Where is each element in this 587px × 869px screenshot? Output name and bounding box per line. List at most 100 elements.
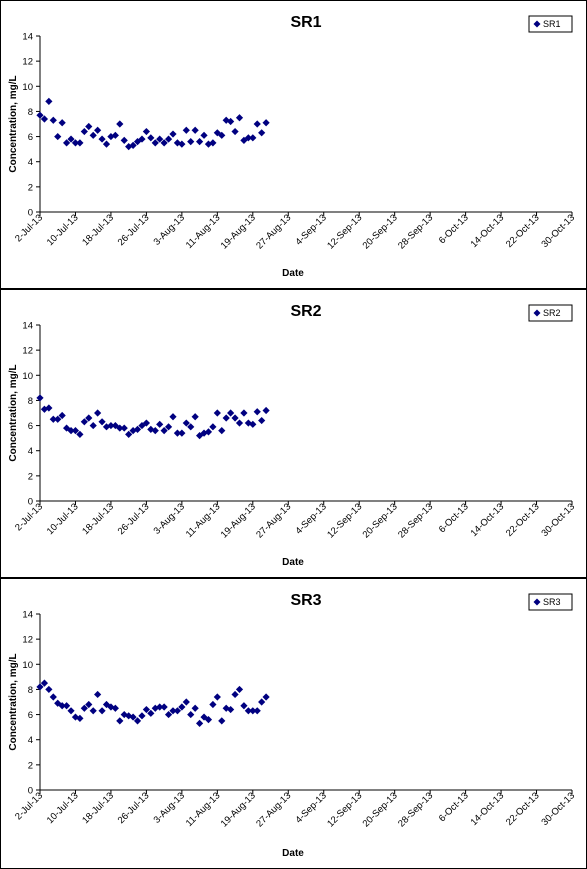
data-point (94, 409, 102, 417)
data-point (156, 135, 164, 143)
data-point (222, 414, 230, 422)
data-point (54, 699, 62, 707)
data-point (253, 408, 261, 416)
legend: SR3 (528, 593, 573, 611)
y-tick-label: 10 (22, 82, 33, 93)
y-tick-label: 2 (28, 471, 33, 482)
data-point (80, 704, 88, 712)
data-point (160, 139, 168, 147)
x-axis-title: Date (282, 268, 304, 279)
data-point (258, 698, 266, 706)
data-point (222, 704, 230, 712)
data-point (262, 693, 270, 701)
y-tick-label: 10 (22, 371, 33, 382)
data-point (191, 704, 199, 712)
data-point (227, 117, 235, 126)
data-point (85, 700, 93, 709)
y-tick-label: 12 (22, 346, 33, 357)
legend: SR2 (528, 304, 573, 322)
data-point (142, 127, 150, 136)
data-point (85, 122, 93, 131)
y-tick-label: 6 (28, 132, 33, 143)
y-tick-label: 14 (22, 321, 33, 332)
data-point (49, 693, 57, 701)
data-point (235, 114, 244, 122)
data-point (160, 703, 168, 711)
data-point (45, 404, 53, 412)
y-tick-label: 14 (22, 610, 33, 621)
data-point (227, 409, 235, 417)
chart-title: SR2 (290, 303, 321, 320)
data-point (80, 127, 88, 136)
y-tick-label: 12 (22, 635, 33, 646)
data-point (262, 119, 270, 127)
y-tick-label: 0 (28, 208, 33, 219)
y-tick-label: 4 (28, 735, 33, 746)
data-point (178, 703, 186, 711)
data-point (244, 707, 252, 715)
data-point (231, 690, 239, 699)
chart-panel-sr1: SR1 0 2 4 6 8 10 12 14 2-Jul-13 10-Jul-13 18-Jul-13… (0, 0, 587, 289)
data-point (227, 705, 235, 714)
data-point (71, 139, 80, 147)
data-point (54, 415, 62, 423)
data-point (49, 116, 57, 124)
data-point (169, 130, 177, 138)
data-point (200, 131, 208, 139)
data-point (111, 131, 119, 139)
data-point (235, 419, 244, 427)
chart-title: SR3 (290, 592, 321, 609)
x-axis-title: Date (282, 848, 304, 859)
data-point (142, 419, 150, 427)
data-point (36, 111, 44, 119)
data-point (142, 705, 150, 714)
data-point (262, 406, 270, 415)
data-point (240, 409, 248, 417)
y-tick-label: 10 (22, 660, 33, 671)
data-point (85, 414, 93, 422)
data-point (196, 138, 204, 146)
y-tick-label: 6 (28, 421, 33, 432)
data-point (45, 97, 53, 105)
data-point (94, 126, 102, 134)
data-point (178, 140, 186, 148)
y-tick-label: 2 (28, 182, 33, 193)
data-point (173, 707, 182, 715)
legend-box (528, 304, 573, 322)
y-tick-label: 8 (28, 685, 33, 696)
data-point (213, 693, 221, 701)
data-point (182, 126, 190, 134)
data-point (258, 129, 266, 137)
data-point (191, 413, 199, 421)
y-tick-label: 12 (22, 57, 33, 68)
data-point (89, 707, 97, 715)
y-tick-label: 0 (28, 786, 33, 797)
data-point (80, 418, 88, 426)
legend-label: SR2 (543, 308, 561, 318)
y-tick-label: 0 (28, 497, 33, 508)
legend-label: SR1 (543, 19, 561, 29)
y-tick-label: 8 (28, 107, 33, 118)
data-point (120, 136, 128, 144)
data-point (151, 139, 159, 147)
data-point (58, 119, 66, 127)
legend-marker (533, 309, 541, 317)
chart-border (0, 289, 587, 578)
data-point (209, 700, 217, 709)
legend-label: SR3 (543, 597, 561, 607)
data-point (231, 127, 239, 136)
data-point (169, 413, 177, 421)
data-point (129, 141, 137, 149)
data-point (102, 140, 111, 148)
data-point (244, 419, 252, 427)
data-point (249, 134, 257, 142)
y-axis-title: Concentration, mg/L (8, 75, 19, 172)
data-point (98, 418, 106, 426)
y-tick-label: 14 (22, 32, 33, 43)
data-point (187, 138, 195, 146)
data-point (182, 698, 190, 706)
data-point (191, 126, 199, 134)
